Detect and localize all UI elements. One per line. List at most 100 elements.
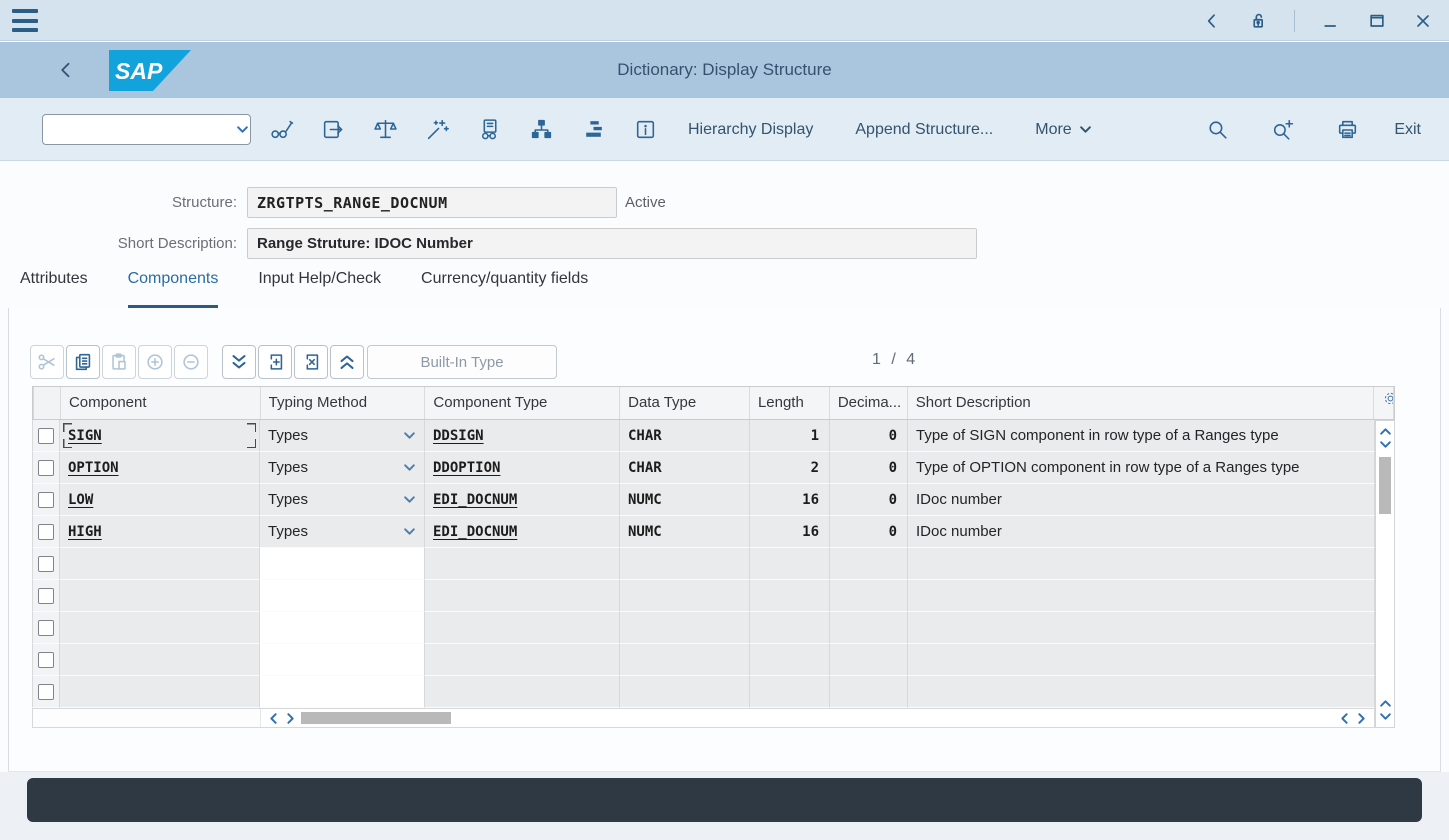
typing-method-cell[interactable] [260, 644, 425, 676]
row-select-checkbox[interactable] [38, 619, 54, 636]
typing-method-cell[interactable] [260, 580, 425, 612]
scroll-left-icon[interactable] [1338, 712, 1351, 725]
row-select-checkbox[interactable] [38, 491, 54, 508]
typing-method-cell[interactable] [260, 612, 425, 644]
component-type-cell[interactable] [425, 612, 620, 644]
component-cell[interactable] [60, 644, 260, 676]
vertical-scrollbar-thumb[interactable] [1379, 457, 1391, 514]
component-cell[interactable]: HIGH [60, 516, 260, 548]
insert-row-button[interactable] [258, 345, 292, 379]
info-button[interactable] [627, 111, 664, 148]
delete-row-button[interactable] [294, 345, 328, 379]
component-cell[interactable]: SIGN [60, 420, 260, 452]
remove-button[interactable] [174, 345, 208, 379]
horizontal-scrollbar[interactable] [32, 708, 1375, 728]
typing-method-cell[interactable]: Types [260, 452, 425, 484]
chevron-left-icon[interactable] [1202, 11, 1222, 31]
header-short-description[interactable]: Short Description [908, 387, 1374, 419]
typing-method-cell[interactable]: Types [260, 420, 425, 452]
component-type-cell[interactable] [425, 580, 620, 612]
chevron-down-icon[interactable] [403, 493, 416, 506]
header-data-type[interactable]: Data Type [620, 387, 750, 419]
header-component-type[interactable]: Component Type [425, 387, 621, 419]
built-in-type-button[interactable]: Built-In Type [367, 345, 557, 379]
component-cell[interactable]: LOW [60, 484, 260, 516]
component-type-link[interactable]: DDOPTION [433, 459, 501, 476]
where-used-button[interactable] [471, 111, 508, 148]
scroll-right-icon[interactable] [1355, 712, 1368, 725]
row-select-checkbox[interactable] [38, 459, 54, 476]
horizontal-scrollbar-thumb[interactable] [301, 712, 451, 724]
append-structure-button[interactable]: Append Structure... [855, 120, 994, 138]
chevron-down-icon[interactable] [403, 429, 416, 442]
scroll-left-icon[interactable] [267, 712, 280, 725]
row-select-checkbox[interactable] [38, 555, 54, 572]
component-type-cell[interactable] [425, 676, 620, 708]
consistency-check-button[interactable] [367, 111, 404, 148]
table-settings-button[interactable] [1374, 387, 1394, 419]
component-type-link[interactable]: EDI_DOCNUM [433, 523, 518, 540]
typing-method-cell[interactable]: Types [260, 516, 425, 548]
move-to-top-button[interactable] [330, 345, 364, 379]
command-field[interactable] [42, 114, 251, 145]
print-button[interactable] [1329, 111, 1366, 148]
component-cell[interactable] [60, 580, 260, 612]
header-decimals[interactable]: Decima... [830, 387, 908, 419]
component-type-cell[interactable] [425, 548, 620, 580]
component-type-link[interactable]: EDI_DOCNUM [433, 491, 518, 508]
paste-button[interactable] [102, 345, 136, 379]
minimize-icon[interactable] [1321, 11, 1341, 31]
chevron-down-icon[interactable] [403, 461, 416, 474]
scroll-down-icon[interactable] [1379, 438, 1392, 451]
copy-button[interactable] [66, 345, 100, 379]
tab-currency-quantity-fields[interactable]: Currency/quantity fields [421, 270, 589, 287]
component-type-cell[interactable]: EDI_DOCNUM [425, 484, 620, 516]
cut-button[interactable] [30, 345, 64, 379]
tab-components[interactable]: Components [127, 270, 218, 308]
scroll-down-icon[interactable] [1379, 710, 1392, 723]
component-link[interactable]: LOW [68, 491, 94, 508]
component-cell[interactable]: OPTION [60, 452, 260, 484]
component-type-link[interactable]: DDSIGN [433, 427, 484, 444]
component-type-cell[interactable]: DDOPTION [425, 452, 620, 484]
insert-button[interactable] [138, 345, 172, 379]
component-link[interactable]: OPTION [68, 459, 119, 476]
back-icon[interactable] [56, 60, 76, 80]
chevron-down-icon[interactable] [403, 525, 416, 538]
component-link[interactable]: SIGN [68, 427, 102, 444]
row-select-checkbox[interactable] [38, 587, 54, 604]
row-select-checkbox[interactable] [38, 427, 54, 444]
maximize-icon[interactable] [1367, 11, 1387, 31]
hierarchy-display-button[interactable]: Hierarchy Display [688, 120, 814, 138]
structure-field[interactable]: ZRGTPTS_RANGE_DOCNUM [247, 187, 617, 218]
other-object-button[interactable] [315, 111, 352, 148]
typing-method-cell[interactable]: Types [260, 484, 425, 516]
tab-input-help-check[interactable]: Input Help/Check [258, 270, 382, 287]
header-component[interactable]: Component [61, 387, 261, 419]
activate-button[interactable] [419, 111, 456, 148]
command-field-input[interactable] [43, 115, 236, 144]
scroll-up-icon[interactable] [1379, 425, 1392, 438]
search-button[interactable] [1199, 111, 1236, 148]
move-to-bottom-button[interactable] [222, 345, 256, 379]
more-button[interactable]: More [1035, 121, 1091, 139]
component-cell[interactable] [60, 676, 260, 708]
component-link[interactable]: HIGH [68, 523, 102, 540]
row-select-checkbox[interactable] [38, 683, 54, 700]
typing-method-cell[interactable] [260, 676, 425, 708]
exit-button[interactable]: Exit [1394, 120, 1421, 138]
select-all-header[interactable] [33, 387, 61, 419]
component-cell[interactable] [60, 548, 260, 580]
component-type-cell[interactable] [425, 644, 620, 676]
lock-icon[interactable] [1248, 11, 1268, 31]
scroll-up-icon[interactable] [1379, 697, 1392, 710]
display-change-button[interactable] [263, 111, 300, 148]
hamburger-menu-icon[interactable] [12, 9, 38, 32]
row-select-checkbox[interactable] [38, 523, 54, 540]
close-icon[interactable] [1413, 11, 1433, 31]
tab-attributes[interactable]: Attributes [20, 270, 88, 287]
short-description-field[interactable]: Range Struture: IDOC Number [247, 228, 977, 259]
header-typing-method[interactable]: Typing Method [261, 387, 426, 419]
component-type-cell[interactable]: DDSIGN [425, 420, 620, 452]
chevron-down-icon[interactable] [236, 123, 249, 136]
